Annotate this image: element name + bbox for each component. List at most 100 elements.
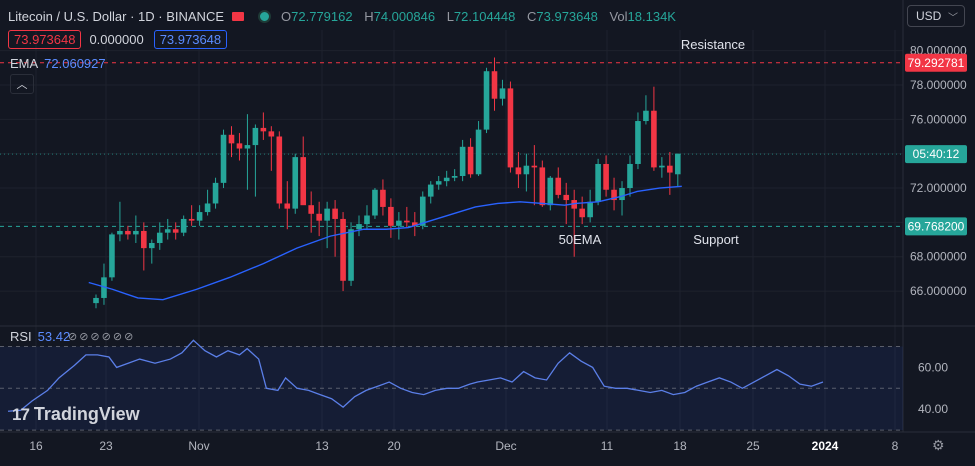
rsi-label: RSI [10,329,32,344]
ema-value: 72.060927 [44,56,106,71]
candle-body [547,177,554,206]
candle-body [244,145,251,149]
candle-body [499,88,506,99]
candle-body [451,176,458,178]
candle-body [292,157,299,209]
sell-price-button[interactable]: 73.973648 [8,30,82,49]
candle-body [93,297,99,304]
candle-body [125,230,131,235]
low-label: L [446,8,454,24]
candle-body [348,229,354,281]
ema-legend[interactable]: EMA 72.060927 [10,56,106,71]
ohlc-values: O72.779162 H74.000846 L72.104448 C73.973… [281,9,676,24]
resistance-badge-bg [905,53,967,72]
candle-body [268,131,275,137]
currency-select[interactable]: USD ﹀ [907,5,965,27]
rsi-line [7,339,824,412]
rsi-value: 53.42 [37,329,71,344]
candle-body [340,218,346,281]
candle-body [133,230,139,235]
candle-body [252,127,259,146]
candle-body [643,110,649,122]
candle-body [467,146,474,175]
chevron-down-icon: ﹀ [948,13,958,24]
candle-body [427,184,434,197]
candle-body [380,189,386,207]
candle-body [404,220,410,223]
candle-body [117,230,123,235]
candle-body [156,232,163,243]
high-value: 74.000846 [373,8,436,24]
candle-body [627,163,633,189]
countdown-badge-bg [905,145,967,164]
volume-label: Vol [609,8,628,24]
collapse-legend-button[interactable]: ︿ [10,74,34,94]
ema-annotation: 50EMA [559,232,602,247]
candle-body [141,230,147,249]
support-badge: 69.768200 [908,219,965,233]
candle-body [435,181,442,185]
close-value: 73.973648 [536,8,598,24]
candle-body [109,234,115,278]
candle-body [555,177,562,195]
ema-label: EMA [10,56,39,71]
candle-body [172,229,179,233]
close-label: C [527,8,537,24]
chevron-up-icon: ︿ [16,79,28,91]
candle-body [180,218,187,233]
candle-body [563,194,570,201]
y-tick-label: 66.000000 [910,284,967,298]
candle-body [196,212,203,221]
candle-body [308,205,314,214]
candle-body [515,167,522,175]
y-tick-label: 68.000000 [910,250,967,264]
trade-row: 73.973648 0.000000 73.973648 [8,30,228,49]
candle-body [300,157,307,206]
buy-price-button[interactable]: 73.973648 [153,30,228,49]
candle-body [587,201,593,218]
candle-body [148,242,155,249]
rsi-inputs-icons: ⊘⊘⊘⊘⊘⊘ [68,331,136,343]
x-tick-label: Dec [495,439,516,453]
spread-value: 0.000000 [89,32,144,47]
candle-body [396,220,402,226]
candle-body [579,208,585,218]
market-status-icon [258,9,272,23]
candle-body [603,163,609,190]
candle-body [531,165,538,168]
candle-body [372,189,378,216]
rsi-tick-label: 40.00 [918,402,948,416]
candle-body [635,121,641,164]
high-label: H [364,8,374,24]
candle-body [332,208,338,219]
symbol-title[interactable]: Litecoin / U.S. Dollar · 1D · BINANCE [8,8,225,24]
candle-body [619,188,625,201]
gear-icon[interactable]: ⚙ [932,437,945,453]
rsi-legend[interactable]: RSI 53.42 [10,329,70,344]
candle-body [228,134,235,144]
brand-name: TradingView [33,404,140,424]
open-label: O [281,8,292,24]
tradingview-logo[interactable]: 17 TradingView [12,404,140,425]
candle-body [284,203,291,209]
candle-body [419,196,426,226]
x-tick-label: 11 [601,439,614,453]
candle-body [667,165,673,173]
x-tick-label: 20 [387,439,401,453]
x-tick-label: 8 [892,439,899,453]
candle-body [204,203,211,213]
candle-body [659,165,665,168]
legend-header: Litecoin / U.S. Dollar · 1D · BINANCE O7… [8,6,676,26]
candle-body [483,71,490,130]
x-tick-label: 23 [99,439,113,453]
flag-icon[interactable] [232,11,245,21]
support-badge-bg [905,217,967,236]
candle-body [388,206,394,226]
y-tick-label: 72.000000 [910,181,967,195]
open-value: 72.779162 [291,8,353,24]
x-tick-label: 2024 [812,439,839,453]
y-tick-label: 76.000000 [910,112,967,126]
candle-body [412,222,418,226]
